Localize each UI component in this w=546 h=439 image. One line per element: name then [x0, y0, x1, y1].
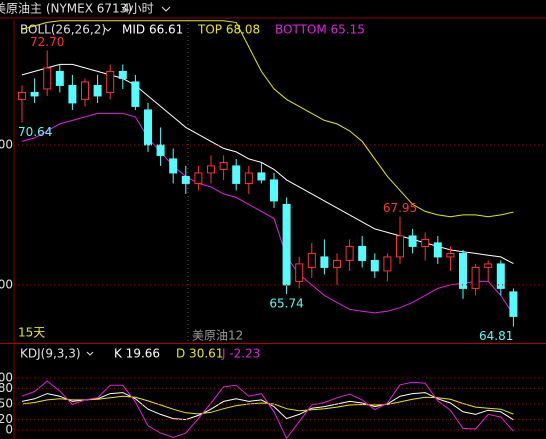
candle-body — [370, 259, 379, 272]
y-tick-label: 100 — [0, 371, 13, 385]
legend-label: MID 66.61 — [122, 23, 183, 37]
candle-body — [43, 67, 52, 90]
dropdown-arrow[interactable] — [86, 351, 94, 356]
y-tick-label: 50 — [0, 397, 13, 411]
indicator-line — [21, 20, 514, 218]
period-label: 15天 — [18, 326, 45, 340]
candle-body — [18, 91, 26, 100]
candle-body — [68, 84, 77, 104]
candle-body — [169, 158, 178, 174]
candle-body — [307, 252, 316, 268]
candle-body — [471, 266, 480, 289]
candle-body — [194, 172, 203, 184]
candle-body — [131, 81, 140, 107]
extreme-label: 67.95 — [383, 201, 417, 215]
candle-body — [106, 70, 115, 93]
y-tick-label: 70.000 — [0, 137, 13, 151]
candle-body — [207, 165, 215, 174]
candle-body — [484, 263, 493, 268]
y-tick-label: 20 — [0, 412, 13, 426]
y-tick-label: 80 — [0, 381, 13, 395]
plot-area — [21, 380, 514, 439]
candle-body — [320, 256, 329, 268]
y-tick-label: 0 — [5, 423, 13, 437]
candle-body — [345, 245, 354, 261]
legend-label: D 30.61 — [176, 347, 223, 361]
candle-body — [81, 81, 89, 100]
candle-body — [396, 235, 404, 258]
candle-body — [270, 179, 278, 202]
legend-label: BOTTOM 65.15 — [275, 23, 365, 37]
indicator-name[interactable]: BOLL(26,26,2) — [20, 23, 106, 37]
candle-body — [55, 70, 64, 86]
extreme-label: 65.74 — [269, 297, 303, 311]
candle-body — [383, 256, 392, 272]
extreme-label: 70.64 — [18, 125, 52, 139]
candle-body — [421, 238, 430, 247]
indicator-name[interactable]: KDJ(9,3,3) — [20, 347, 81, 361]
candle-body — [408, 235, 417, 247]
candle-body — [509, 291, 518, 317]
dropdown-arrow[interactable] — [104, 27, 112, 32]
dropdown-arrow[interactable] — [161, 6, 171, 12]
y-tick-label: 66.000 — [0, 277, 13, 291]
indicator-line — [21, 112, 514, 315]
candle-body — [181, 175, 190, 184]
legend-label: J -2.23 — [221, 347, 260, 361]
candle-body — [257, 172, 266, 181]
plot-area — [18, 20, 518, 327]
candle-body — [144, 109, 152, 146]
candle-body — [118, 70, 127, 79]
candle-body — [433, 242, 442, 258]
header-period[interactable]: 4小时 — [122, 2, 154, 16]
candle-body — [282, 203, 291, 286]
legend-label: TOP 68.08 — [197, 23, 260, 37]
candle-body — [496, 263, 505, 289]
indicator-line — [21, 63, 514, 265]
contract-label: 美原油12 — [192, 329, 243, 343]
extreme-label: 64.81 — [479, 329, 513, 343]
candle-body — [459, 252, 467, 289]
candle-body — [333, 259, 341, 268]
extreme-label: 72.70 — [30, 35, 64, 49]
indicator-line — [21, 380, 514, 439]
header-title: 美原油主 (NYMEX 6713) — [0, 2, 132, 16]
candle-body — [93, 84, 102, 97]
candle-body — [30, 91, 39, 97]
candle-body — [232, 165, 241, 184]
legend-label: K 19.66 — [114, 347, 160, 361]
candle-body — [244, 172, 253, 184]
candle-body — [219, 161, 228, 170]
candle-body — [295, 263, 304, 282]
candle-body — [358, 245, 367, 261]
candle-body — [446, 252, 455, 258]
candle-body — [156, 144, 165, 156]
